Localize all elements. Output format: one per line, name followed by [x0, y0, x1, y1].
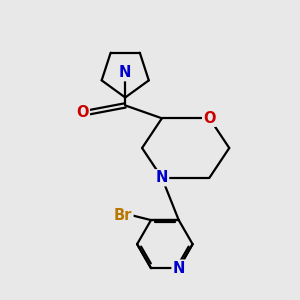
- Text: N: N: [156, 170, 168, 185]
- Text: Br: Br: [114, 208, 132, 223]
- Text: N: N: [119, 65, 131, 80]
- Text: O: O: [76, 105, 89, 120]
- Text: O: O: [203, 111, 216, 126]
- Text: N: N: [172, 261, 185, 276]
